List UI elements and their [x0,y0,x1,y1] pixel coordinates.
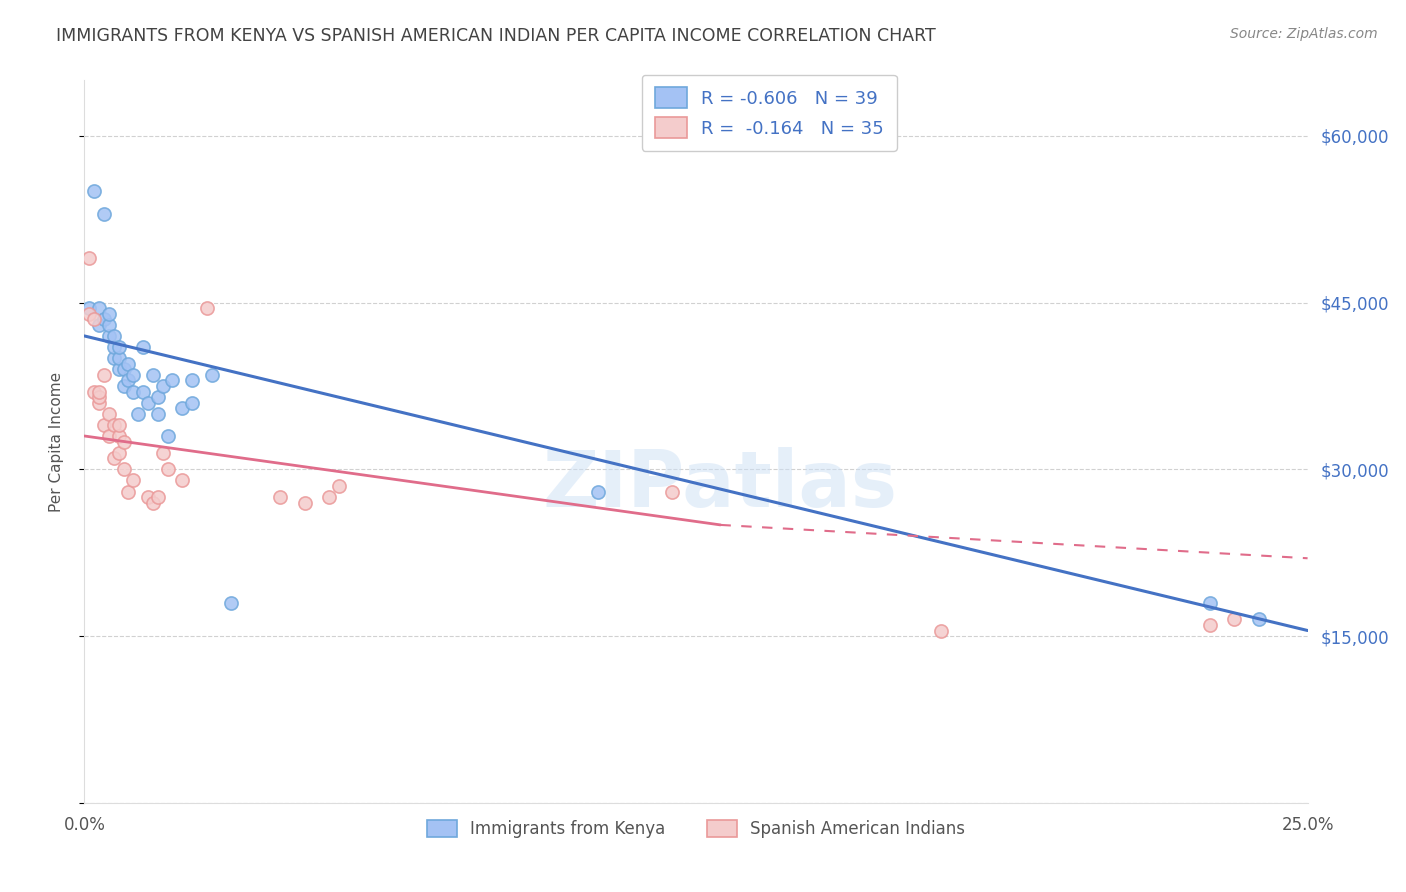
Point [97,329,120,343]
Point [127,407,149,421]
Point [107,351,129,366]
Point [172,401,194,416]
Point [83,185,105,199]
Point [122,368,145,382]
Point [103,417,125,432]
Point [93,368,115,382]
Point [112,362,135,376]
Point [87,318,110,332]
Point [195,301,218,315]
Point [103,351,125,366]
Point [219,596,242,610]
Point [112,434,135,449]
Point [162,373,184,387]
Point [103,329,125,343]
Point [200,368,222,382]
Point [117,357,139,371]
Point [77,307,100,321]
Point [269,490,291,504]
Point [117,484,139,499]
Point [107,445,129,459]
Point [146,407,169,421]
Point [87,395,110,409]
Point [93,417,115,432]
Point [107,429,129,443]
Point [107,340,129,354]
Point [103,340,125,354]
Point [83,312,105,326]
Point [112,379,135,393]
Point [93,207,115,221]
Point [328,479,350,493]
Legend: Immigrants from Kenya, Spanish American Indians: Immigrants from Kenya, Spanish American … [420,814,972,845]
Point [136,395,159,409]
Point [97,318,120,332]
Point [152,445,174,459]
Point [87,384,110,399]
Point [132,340,155,354]
Y-axis label: Per Capita Income: Per Capita Income [49,371,63,512]
Point [586,484,609,499]
Point [107,417,129,432]
Point [87,390,110,404]
Point [83,384,105,399]
Point [142,496,165,510]
Point [97,429,120,443]
Point [156,462,179,476]
Point [1247,612,1270,626]
Point [77,251,100,265]
Text: Source: ZipAtlas.com: Source: ZipAtlas.com [1230,27,1378,41]
Point [93,312,115,326]
Point [318,490,340,504]
Point [156,429,179,443]
Point [146,490,169,504]
Point [661,484,683,499]
Point [1198,596,1220,610]
Point [929,624,952,638]
Point [132,384,155,399]
Point [146,390,169,404]
Point [107,362,129,376]
Point [87,301,110,315]
Point [97,307,120,321]
Point [122,474,145,488]
Point [136,490,159,504]
Point [181,395,204,409]
Point [117,373,139,387]
Point [97,407,120,421]
Point [152,379,174,393]
Point [112,462,135,476]
Point [1198,618,1220,632]
Point [1223,612,1246,626]
Text: ZIPatlas: ZIPatlas [543,447,898,523]
Point [122,384,145,399]
Text: IMMIGRANTS FROM KENYA VS SPANISH AMERICAN INDIAN PER CAPITA INCOME CORRELATION C: IMMIGRANTS FROM KENYA VS SPANISH AMERICA… [56,27,936,45]
Point [77,301,100,315]
Point [103,451,125,466]
Point [181,373,204,387]
Point [172,474,194,488]
Point [142,368,165,382]
Point [294,496,316,510]
